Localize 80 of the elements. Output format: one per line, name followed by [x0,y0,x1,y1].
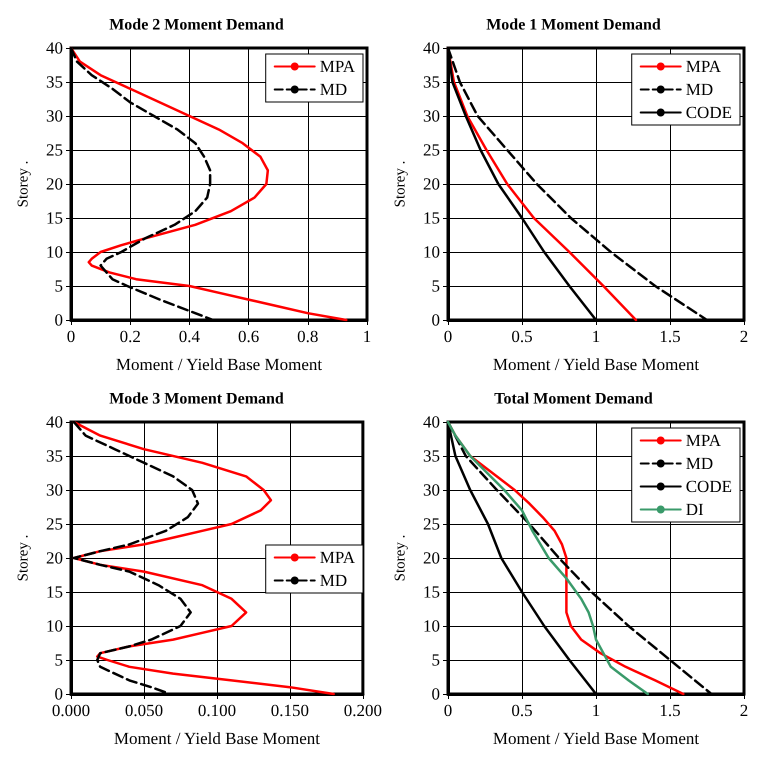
y-tick-label: 35 [423,72,440,92]
y-tick-label: 20 [46,548,63,568]
y-tick-label: 30 [46,106,63,126]
y-tick-label: 40 [423,38,440,58]
legend-label: MPA [686,431,722,450]
legend-label: MPA [320,57,356,76]
legend-label: MPA [686,57,722,76]
y-tick-label: 10 [423,616,440,636]
x-tick-label: 2 [740,327,748,346]
x-tick-label: 0.5 [511,701,533,720]
y-tick-label: 0 [432,310,440,330]
x-tick-label: 1.5 [659,327,681,346]
x-tick-label: 0.000 [52,701,90,720]
x-tick-label: 0.4 [178,327,201,346]
y-tick-label: 15 [423,582,440,602]
y-tick-label: 40 [46,412,63,432]
y-tick-label: 25 [423,514,440,534]
y-tick-label: 30 [46,480,63,500]
y-axis-title: Storey . [16,160,32,208]
x-tick-label: 1.5 [659,701,681,720]
y-tick-label: 30 [423,106,440,126]
y-tick-label: 0 [54,310,63,330]
x-tick-label: 0 [66,327,76,346]
y-tick-label: 30 [423,480,440,500]
x-tick-label: 1 [592,701,600,720]
x-tick-label: 1 [592,327,600,346]
y-tick-label: 10 [46,242,63,262]
y-tick-label: 0 [54,684,63,704]
x-tick-label: 0.150 [270,701,310,720]
y-tick-label: 25 [46,514,63,534]
y-tick-label: 5 [432,276,440,296]
legend-label: MD [320,571,348,590]
legend-label: CODE [686,477,732,496]
x-tick-label: 1 [362,327,372,346]
x-axis-title: Moment / Yield Base Moment [492,729,700,748]
chart-title: Total Moment Demand [494,390,653,408]
legend-label: DI [686,500,704,519]
y-tick-label: 15 [46,582,63,602]
legend-label: MD [320,80,348,99]
x-axis-title: Moment / Yield Base Moment [492,355,700,374]
y-tick-label: 5 [54,276,63,296]
y-tick-label: 20 [46,174,63,194]
y-tick-label: 15 [423,208,440,228]
x-tick-label: 0.100 [198,701,236,720]
x-tick-label: 0.8 [297,327,318,346]
x-tick-label: 0.6 [238,327,260,346]
legend-label: MD [686,80,714,99]
legend-label: MPA [320,548,356,567]
y-axis-title: Storey . [392,534,408,582]
y-tick-label: 5 [54,650,63,670]
chart-title: Mode 3 Moment Demand [109,390,284,408]
y-tick-label: 15 [46,208,63,228]
y-tick-label: 10 [423,242,440,262]
y-tick-label: 35 [46,446,63,466]
chart-title: Mode 1 Moment Demand [486,16,661,34]
x-tick-label: 0.050 [124,701,164,720]
y-axis-title: Storey . [16,534,32,582]
y-tick-label: 35 [46,72,63,92]
y-tick-label: 0 [432,684,440,704]
legend-label: MD [686,454,714,473]
x-tick-label: 0.5 [511,327,533,346]
y-axis-title: Storey . [392,160,408,208]
x-tick-label: 0 [444,701,452,720]
x-tick-label: 2 [740,701,748,720]
y-tick-label: 10 [46,616,63,636]
y-tick-label: 25 [46,140,63,160]
y-tick-label: 25 [423,140,440,160]
y-tick-label: 40 [46,38,63,58]
chart-title: Mode 2 Moment Demand [109,16,284,34]
y-tick-label: 20 [423,174,440,194]
y-tick-label: 20 [423,548,440,568]
y-tick-label: 40 [423,412,440,432]
x-tick-label: 0.200 [344,701,382,720]
x-axis-title: Moment / Yield Base Moment [114,729,320,748]
legend-label: CODE [686,103,732,122]
x-tick-label: 0 [444,327,452,346]
y-tick-label: 35 [423,446,440,466]
x-axis-title: Moment / Yield Base Moment [116,355,322,374]
x-tick-label: 0.2 [120,327,141,346]
y-tick-label: 5 [432,650,440,670]
